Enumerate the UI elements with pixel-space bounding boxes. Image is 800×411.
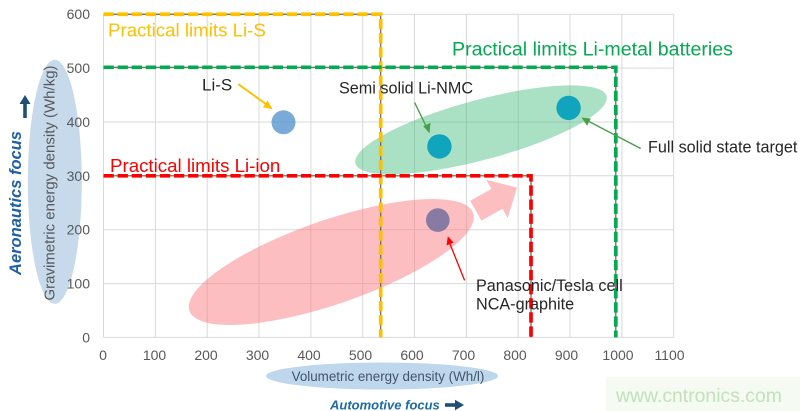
svg-text:500: 500 [349, 347, 373, 363]
svg-text:400: 400 [297, 347, 321, 363]
svg-text:Practical limits Li-ion: Practical limits Li-ion [110, 155, 280, 176]
svg-text:www.cntronics.com: www.cntronics.com [615, 385, 782, 407]
svg-text:100: 100 [143, 347, 167, 363]
svg-text:Practical limits Li-metal batt: Practical limits Li-metal batteries [452, 38, 733, 60]
svg-text:Practical limits Li-S: Practical limits Li-S [108, 20, 266, 41]
svg-text:Li-S: Li-S [202, 75, 232, 94]
svg-text:200: 200 [67, 222, 91, 238]
svg-text:NCA-graphite: NCA-graphite [476, 296, 574, 314]
svg-text:200: 200 [194, 347, 218, 363]
svg-text:300: 300 [67, 168, 91, 184]
svg-text:500: 500 [67, 60, 91, 76]
svg-text:Volumetric energy density (Wh/: Volumetric energy density (Wh/l) [292, 369, 485, 384]
svg-text:900: 900 [555, 347, 579, 363]
svg-text:600: 600 [67, 6, 91, 22]
svg-text:Aeronautics focus: Aeronautics focus [7, 131, 25, 276]
svg-text:0: 0 [82, 329, 90, 345]
svg-text:Full solid state target: Full solid state target [648, 138, 798, 156]
svg-text:600: 600 [400, 347, 424, 363]
svg-text:Panasonic/Tesla cell: Panasonic/Tesla cell [476, 277, 623, 295]
svg-text:800: 800 [503, 347, 527, 363]
svg-text:1100: 1100 [654, 347, 684, 363]
svg-text:700: 700 [452, 347, 476, 363]
svg-text:1000: 1000 [602, 347, 633, 363]
svg-text:Automotive focus: Automotive focus [329, 398, 440, 411]
svg-text:400: 400 [67, 114, 91, 130]
svg-text:0: 0 [99, 347, 107, 363]
svg-text:Gravimetric energy density (Wh: Gravimetric energy density (Wh/kg) [42, 65, 59, 300]
svg-text:100: 100 [67, 276, 91, 292]
svg-text:Semi solid Li-NMC: Semi solid Li-NMC [339, 80, 473, 98]
svg-text:300: 300 [246, 347, 270, 363]
